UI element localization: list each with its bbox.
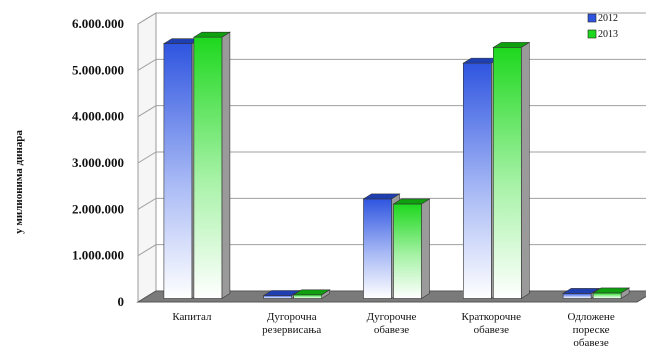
- bar-front: [592, 292, 622, 299]
- y-tick-label: 1.000.000: [72, 248, 124, 263]
- x-category-label: Одложене пореске обавезе: [567, 311, 614, 349]
- bars: [162, 31, 631, 300]
- bar: [192, 31, 231, 300]
- y-tick-label: 5.000.000: [72, 62, 124, 77]
- bar-top: [392, 198, 431, 205]
- bar-top: [192, 31, 231, 38]
- x-axis-category-labels: Капитал Дугорочна резервисања Дугорочне обав…: [172, 311, 614, 349]
- bar-front: [193, 36, 223, 299]
- x-category-label: Дугорочне обавезе: [367, 311, 417, 336]
- y-tick-label: 3.000.000: [72, 155, 124, 170]
- legend-swatch: [587, 13, 597, 23]
- y-axis-label: у милионима динара: [13, 130, 25, 234]
- bar-top: [492, 42, 531, 48]
- bar: [262, 289, 301, 300]
- y-tick-label: 6.000.000: [72, 16, 124, 31]
- x-category-label: Дугорочна резервисања: [262, 311, 321, 336]
- bar-front: [393, 203, 422, 299]
- bar: [292, 289, 331, 300]
- bar-front: [163, 43, 193, 299]
- bar-top: [562, 288, 601, 294]
- x-category-label: Капитал: [172, 311, 212, 323]
- bar-front: [492, 47, 522, 299]
- bar-front: [363, 198, 392, 299]
- bar: [392, 198, 431, 300]
- y-tick-label: 4.000.000: [72, 109, 124, 124]
- bar-side: [520, 41, 530, 300]
- legend-label: 2012: [598, 13, 618, 24]
- x-category-label: Краткорочне обавезе: [462, 311, 522, 336]
- y-tick-label: 2.000.000: [72, 201, 124, 216]
- y-tick-label: 0: [118, 294, 125, 309]
- y-axis-tick-labels: 0 1.000.000 2.000.000 3.000.000 4.000.000 5.0…: [72, 16, 124, 309]
- bar-side: [421, 198, 430, 300]
- legend-label: 2013: [598, 29, 618, 40]
- legend: 2012 2013: [587, 13, 618, 40]
- bar-top: [262, 290, 301, 296]
- bar-top: [592, 287, 631, 294]
- bar-front: [462, 62, 492, 299]
- bar-side: [221, 31, 231, 300]
- gridline: [137, 12, 646, 25]
- legend-swatch: [587, 29, 597, 39]
- bar-top: [292, 289, 331, 296]
- bar: [592, 287, 631, 300]
- bar-top: [362, 193, 401, 200]
- bar-front: [293, 294, 323, 299]
- bar-front: [263, 295, 293, 299]
- bar-front: [562, 293, 592, 299]
- bar: [492, 41, 531, 300]
